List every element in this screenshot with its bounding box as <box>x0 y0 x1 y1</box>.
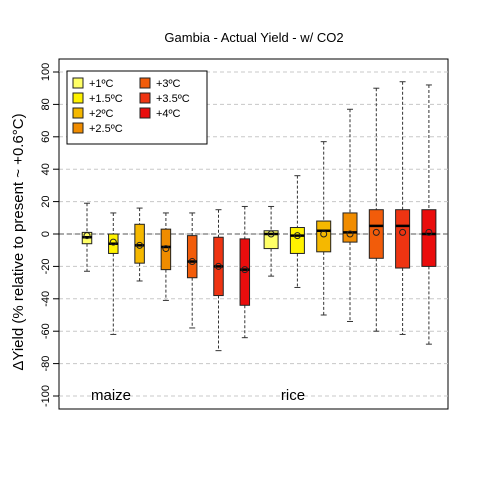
box-rice-0 <box>263 205 279 277</box>
y-tick-label: 0 <box>40 231 52 237</box>
box-iqr <box>160 228 172 271</box>
box-rice-6 <box>421 84 437 345</box>
box-mean-point <box>425 228 433 236</box>
box-rice-1 <box>289 175 305 288</box>
y-tick-label: -20 <box>40 258 52 274</box>
box-iqr <box>289 227 305 254</box>
box-rice-3 <box>342 108 358 322</box>
box-maize-4 <box>186 212 198 329</box>
y-tick-label: 20 <box>40 195 52 207</box>
box-mean-point <box>399 228 407 236</box>
box-mean-point <box>267 230 275 238</box>
box-mean-point <box>83 232 91 240</box>
box-mean-point <box>293 232 301 240</box>
group-label-maize: maize <box>91 387 131 404</box>
legend-label: +3.5ºC <box>156 93 190 105</box>
box-iqr <box>239 238 251 306</box>
y-tick-label: -100 <box>40 385 52 407</box>
box-iqr <box>421 209 437 267</box>
legend-label: +4ºC <box>156 108 181 120</box>
box-maize-5 <box>213 209 224 352</box>
legend-swatch <box>139 92 151 104</box>
legend-swatch <box>72 107 84 119</box>
y-tick-label: 40 <box>40 163 52 175</box>
box-rice-4 <box>368 87 384 332</box>
box-rice-5 <box>395 81 411 335</box>
y-tick-label: 80 <box>40 98 52 110</box>
legend-label: +2ºC <box>89 108 114 120</box>
y-tick-label: -40 <box>40 291 52 307</box>
y-tick-label: -60 <box>40 323 52 339</box>
box-mean-point <box>372 228 380 236</box>
box-mean-point <box>346 230 354 238</box>
legend-label: +1ºC <box>89 78 114 90</box>
chart-title: Gambia - Actual Yield - w/ CO2 <box>164 30 343 45</box>
group-labels: maize rice <box>91 387 305 404</box>
legend: +1ºC +1.5ºC +2ºC +2.5ºC +3ºC +3.5ºC +4ºC <box>66 70 208 145</box>
box-mean-point <box>162 245 170 253</box>
box-mean-point <box>320 230 328 238</box>
box-maize-0 <box>81 202 93 272</box>
box-maize-1 <box>108 212 119 335</box>
box-mean-point <box>109 238 117 246</box>
legend-swatch <box>72 77 84 89</box>
legend-swatch <box>139 107 151 119</box>
box-mean-point <box>136 241 144 249</box>
legend-box <box>66 70 208 145</box>
y-tick-label: 60 <box>40 131 52 143</box>
box-iqr <box>368 209 384 259</box>
y-axis-label: ΔYield (% relative to present ~ +0.6°C) <box>10 113 27 370</box>
y-tick-label: -80 <box>40 356 52 372</box>
box-iqr <box>316 220 332 253</box>
box-maize-6 <box>239 205 251 339</box>
boxes <box>81 81 437 352</box>
box-mean-point <box>188 258 196 266</box>
box-maize-3 <box>160 212 172 301</box>
box-maize-2 <box>134 207 145 282</box>
group-label-rice: rice <box>281 387 305 404</box>
legend-label: +2.5ºC <box>89 123 123 135</box>
y-tick-label: 100 <box>40 63 52 81</box>
legend-label: +3ºC <box>156 78 181 90</box>
box-rice-2 <box>316 141 332 316</box>
box-iqr <box>134 223 145 264</box>
legend-swatch <box>72 92 84 104</box>
legend-swatch <box>139 77 151 89</box>
box-mean-point <box>215 262 222 270</box>
box-mean-point <box>241 266 249 274</box>
legend-swatch <box>72 122 84 134</box>
box-iqr <box>395 209 411 269</box>
y-axis: -100 -80 -60 -40 -20 0 20 40 60 80 100 <box>40 63 60 407</box>
legend-label: +1.5ºC <box>89 93 123 105</box>
box-iqr <box>342 212 358 243</box>
box-iqr <box>186 235 198 279</box>
